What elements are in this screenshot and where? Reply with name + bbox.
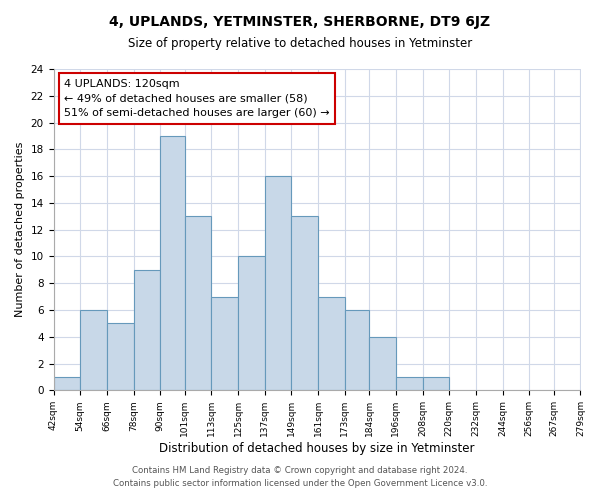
Text: Size of property relative to detached houses in Yetminster: Size of property relative to detached ho… — [128, 38, 472, 51]
X-axis label: Distribution of detached houses by size in Yetminster: Distribution of detached houses by size … — [159, 442, 475, 455]
Text: 4, UPLANDS, YETMINSTER, SHERBORNE, DT9 6JZ: 4, UPLANDS, YETMINSTER, SHERBORNE, DT9 6… — [109, 15, 491, 29]
Bar — [238, 256, 265, 390]
Bar — [211, 296, 238, 390]
Bar — [53, 377, 80, 390]
Y-axis label: Number of detached properties: Number of detached properties — [15, 142, 25, 318]
Bar — [422, 377, 449, 390]
Bar — [292, 216, 318, 390]
Bar — [265, 176, 292, 390]
Text: 4 UPLANDS: 120sqm
← 49% of detached houses are smaller (58)
51% of semi-detached: 4 UPLANDS: 120sqm ← 49% of detached hous… — [64, 78, 329, 118]
Bar — [160, 136, 185, 390]
Bar — [318, 296, 345, 390]
Bar — [369, 337, 396, 390]
Text: Contains HM Land Registry data © Crown copyright and database right 2024.
Contai: Contains HM Land Registry data © Crown c… — [113, 466, 487, 487]
Bar — [345, 310, 369, 390]
Bar — [185, 216, 211, 390]
Bar — [107, 324, 134, 390]
Bar — [134, 270, 160, 390]
Bar — [80, 310, 107, 390]
Bar — [396, 377, 422, 390]
